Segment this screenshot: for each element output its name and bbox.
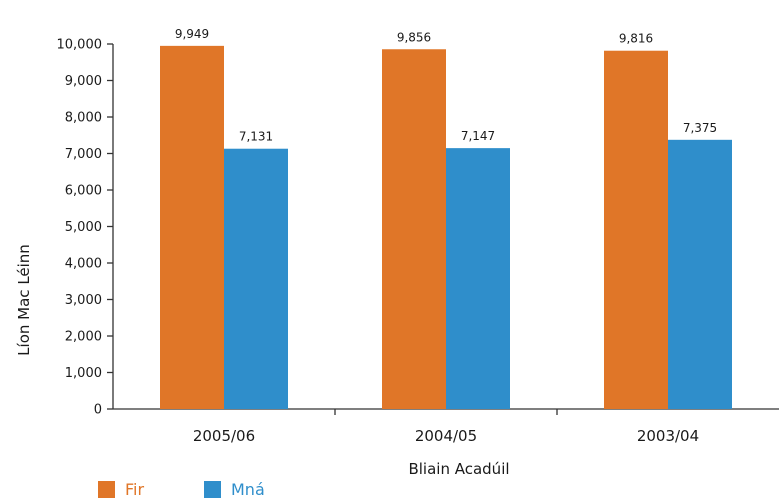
bar-fir	[160, 45, 224, 409]
bar-mn-	[446, 148, 510, 409]
y-tick-label: 5,000	[65, 220, 102, 235]
y-tick-label: 4,000	[65, 257, 102, 272]
data-label: 9,816	[619, 32, 653, 46]
data-label: 9,856	[397, 30, 431, 44]
bar-fir	[382, 49, 446, 409]
x-axis-title: Bliain Acadúil	[408, 460, 509, 478]
y-tick-label: 9,000	[65, 74, 102, 89]
legend-swatch	[204, 481, 221, 498]
y-tick-label: 3,000	[65, 293, 102, 308]
legend-swatch	[98, 481, 115, 498]
data-label: 7,147	[461, 129, 495, 143]
legend-label: Mná	[231, 480, 265, 499]
bar-mn-	[224, 148, 288, 409]
y-tick-label: 10,000	[57, 38, 103, 53]
bars	[160, 45, 732, 409]
y-tick-label: 6,000	[65, 184, 102, 199]
y-axis: 0 1,000 2,000 3,000 4,000 5,000 6,000 7,000 8,00…	[57, 38, 114, 418]
bar-fir	[604, 50, 668, 409]
legend: Fir Mná	[98, 480, 265, 499]
x-tick-label: 2004/05	[415, 427, 477, 445]
y-tick-label: 7,000	[65, 147, 102, 162]
legend-label: Fir	[125, 480, 144, 499]
y-tick-label: 1,000	[65, 366, 102, 381]
y-tick-label: 0	[94, 403, 102, 418]
data-labels: 9,949 7,131 9,856 7,147 9,816 7,375	[175, 27, 717, 144]
data-label: 7,375	[683, 121, 717, 135]
data-label: 9,949	[175, 27, 209, 41]
x-axis: 2005/06 2004/05 2003/04	[113, 408, 779, 445]
data-label: 7,131	[239, 130, 273, 144]
x-tick-label: 2005/06	[193, 427, 255, 445]
y-axis-title: Líon Mac Léinn	[15, 244, 33, 356]
y-tick-label: 2,000	[65, 330, 102, 345]
bar-mn-	[668, 139, 732, 409]
x-tick-label: 2003/04	[637, 427, 699, 445]
y-tick-label: 8,000	[65, 111, 102, 126]
